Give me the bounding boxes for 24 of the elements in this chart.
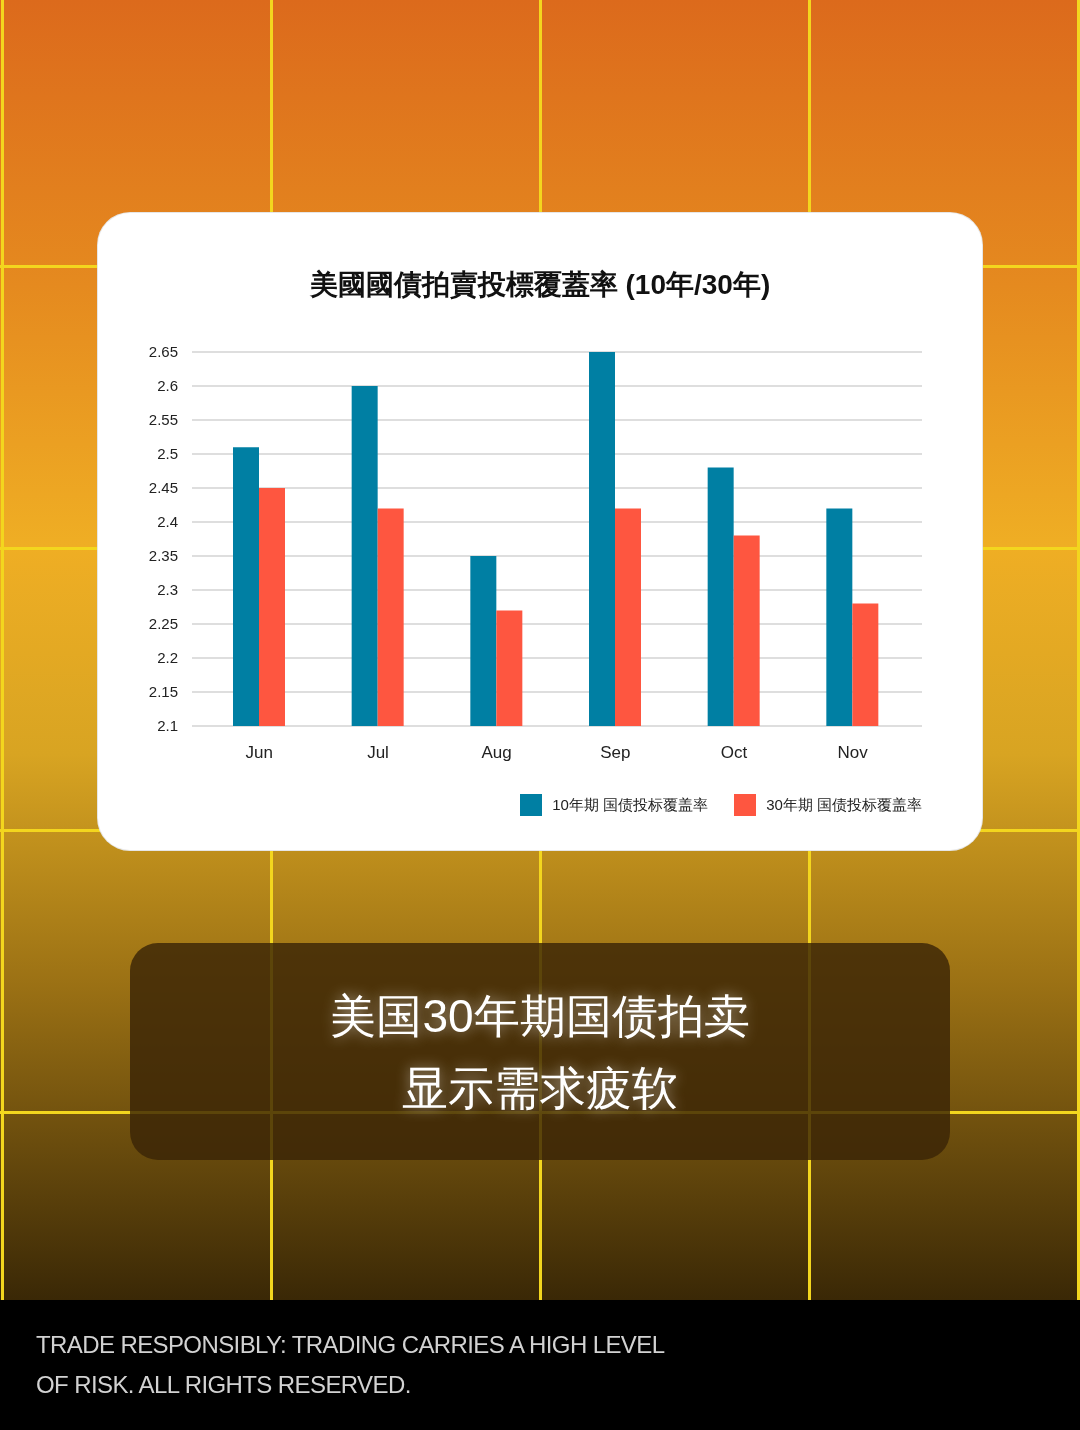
x-tick-label: Sep xyxy=(600,743,631,763)
y-tick-label: 2.65 xyxy=(148,343,178,361)
x-tick-label: Aug xyxy=(481,743,512,763)
x-tick-label: Oct xyxy=(720,743,748,763)
y-tick-label: 2.2 xyxy=(157,649,178,667)
y-tick-label: 2.3 xyxy=(157,581,178,599)
text: 美国30年期国债拍卖 xyxy=(330,988,750,1044)
x-tick-label: Nov xyxy=(837,743,869,763)
x-tick-label: Jul xyxy=(367,743,389,763)
text: TRADE RESPONSIBLY: TRADING CARRIES A HIGH LEVEL OF RISK. ALL RIGHTS RESERVED. xyxy=(36,1330,666,1400)
y-tick-label: 2.6 xyxy=(157,377,178,395)
chart-title: 美國國債拍賣投標覆蓋率 (10年/30年) xyxy=(308,268,772,302)
text: 显示需求疲软 xyxy=(402,1060,678,1116)
x-tick-label: Jun xyxy=(245,743,274,763)
legend-label: 30年期 国债投标覆盖率 xyxy=(766,795,922,815)
y-tick-label: 2.4 xyxy=(157,513,178,531)
y-tick-label: 2.25 xyxy=(148,615,178,633)
y-tick-label: 2.5 xyxy=(157,445,178,463)
y-tick-label: 2.35 xyxy=(148,547,178,565)
y-tick-label: 2.1 xyxy=(157,717,178,735)
legend-label: 10年期 国债投标覆盖率 xyxy=(552,795,709,815)
y-tick-label: 2.55 xyxy=(148,411,178,429)
y-tick-label: 2.45 xyxy=(148,479,178,497)
y-tick-label: 2.15 xyxy=(148,683,178,701)
